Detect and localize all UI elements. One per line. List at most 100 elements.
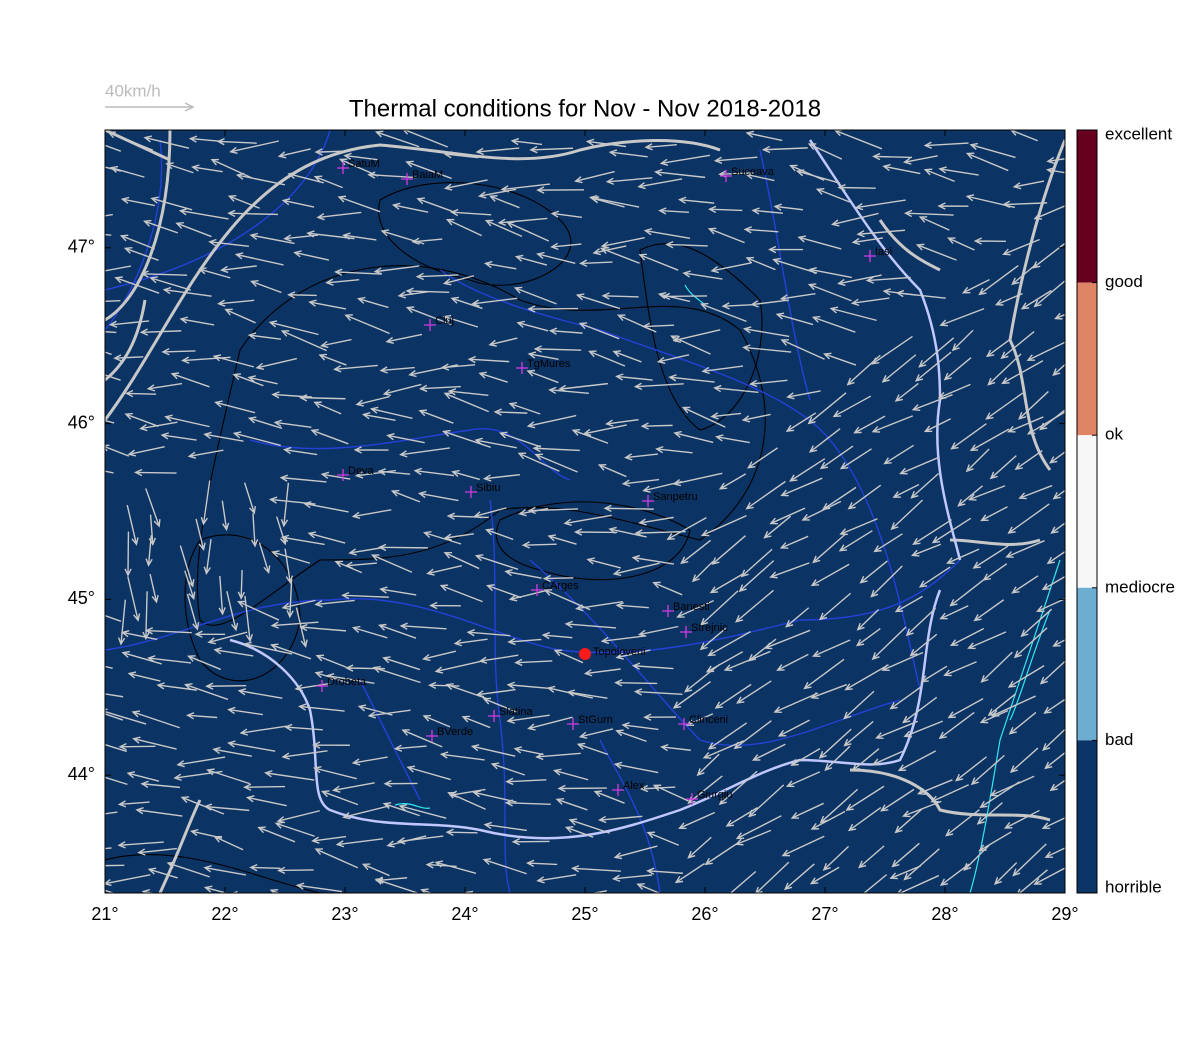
place-label: Drobeta [327,676,367,688]
wind-arrow [854,199,906,211]
wind-arrow [961,279,990,294]
wind-arrow [140,780,180,789]
wind-arrow [985,392,1024,420]
wind-arrow [750,299,789,308]
wind-arrow [881,354,917,383]
place-label: Suceava [731,166,775,178]
wind-arrow [506,681,551,690]
wind-arrow [672,681,712,709]
wind-arrow [674,862,705,884]
y-tick-label: 46° [68,412,95,432]
wind-arrow [237,600,280,621]
wind-arrow [883,910,919,929]
wind-arrow [447,388,489,396]
wind-arrow [592,245,627,256]
wind-arrow [450,296,483,310]
wind-arrow [976,802,1003,825]
wind-arrow [429,601,461,610]
wind-arrow [386,432,425,444]
wind-arrow [540,896,573,906]
wind-arrow [270,643,312,660]
wind-arrow [871,415,914,433]
wind-arrow [105,265,132,272]
wind-arrow [105,166,122,172]
place-marker [686,793,698,805]
wind-arrow [235,172,286,186]
wind-arrow [464,890,474,893]
wind-arrow [786,390,821,400]
wind-arrow [396,835,444,845]
map-background [105,130,1065,893]
place-marker [337,469,349,481]
wind-arrow [734,829,772,846]
wind-arrow [445,828,478,836]
wind-arrow [247,332,282,340]
wind-arrow [226,591,239,632]
wind-arrow [851,907,881,920]
wind-arrow [701,365,744,375]
wind-arrow [773,692,819,713]
wind-arrow [227,740,276,752]
wind-arrow [903,720,944,738]
wind-arrow [790,748,821,766]
wind-arrow [250,513,259,548]
wind-arrow [377,543,428,552]
x-tick-label: 29° [1051,904,1078,924]
wind-arrow [707,631,751,657]
wind-arrow [298,703,345,712]
wind-arrow [399,622,447,630]
wind-arrow [846,354,881,386]
wind-arrow [810,683,848,700]
wind-arrow [255,357,297,370]
wind-arrow [903,209,954,218]
wind-arrow [713,156,758,164]
wind-arrow [574,170,615,184]
wind-arrow [945,809,980,837]
place-label: Alex [623,780,645,792]
wind-arrow [571,428,609,444]
wind-arrow [987,353,1022,386]
wind-arrow [939,605,969,620]
wind-arrow [397,290,429,299]
wind-arrow [536,251,576,265]
wind-arrow [881,651,924,672]
wind-arrow [443,179,488,191]
wind-arrow [334,268,382,276]
wind-arrow [506,907,544,918]
wind-arrow [550,242,582,251]
wind-arrow [139,328,182,336]
wind-arrow [187,449,224,459]
wind-arrow [708,205,743,214]
wind-arrow [666,517,707,540]
place-label: Slatina [499,706,534,718]
wind-arrow [1011,575,1039,594]
wind-arrow [150,196,193,211]
wind-arrow [385,333,423,345]
wind-arrow [585,138,627,148]
wind-arrow [195,518,206,552]
place-label: Sanpetru [653,491,698,503]
wind-arrow [832,395,872,418]
wind-arrow [851,237,884,246]
wind-arrow [895,289,946,299]
wind-arrow [210,158,253,179]
wind-arrow [418,384,461,393]
wind-arrow [547,534,577,545]
wind-arrow [478,371,508,383]
wind-arrow [391,202,429,213]
wind-arrow [508,589,547,602]
wind-arrow [746,904,784,930]
wind-arrow [335,838,384,848]
wind-arrow [279,474,327,483]
wind-arrow [670,335,711,355]
wind-arrow [514,254,548,266]
wind-arrow [162,286,212,297]
wind-arrow [705,651,744,673]
wind-arrow [534,453,578,473]
wind-arrow [954,756,988,782]
wind-arrow [467,355,510,364]
wind-arrow [271,391,313,399]
wind-arrow [406,765,451,781]
place-marker [531,584,543,596]
wind-arrow [755,861,790,893]
